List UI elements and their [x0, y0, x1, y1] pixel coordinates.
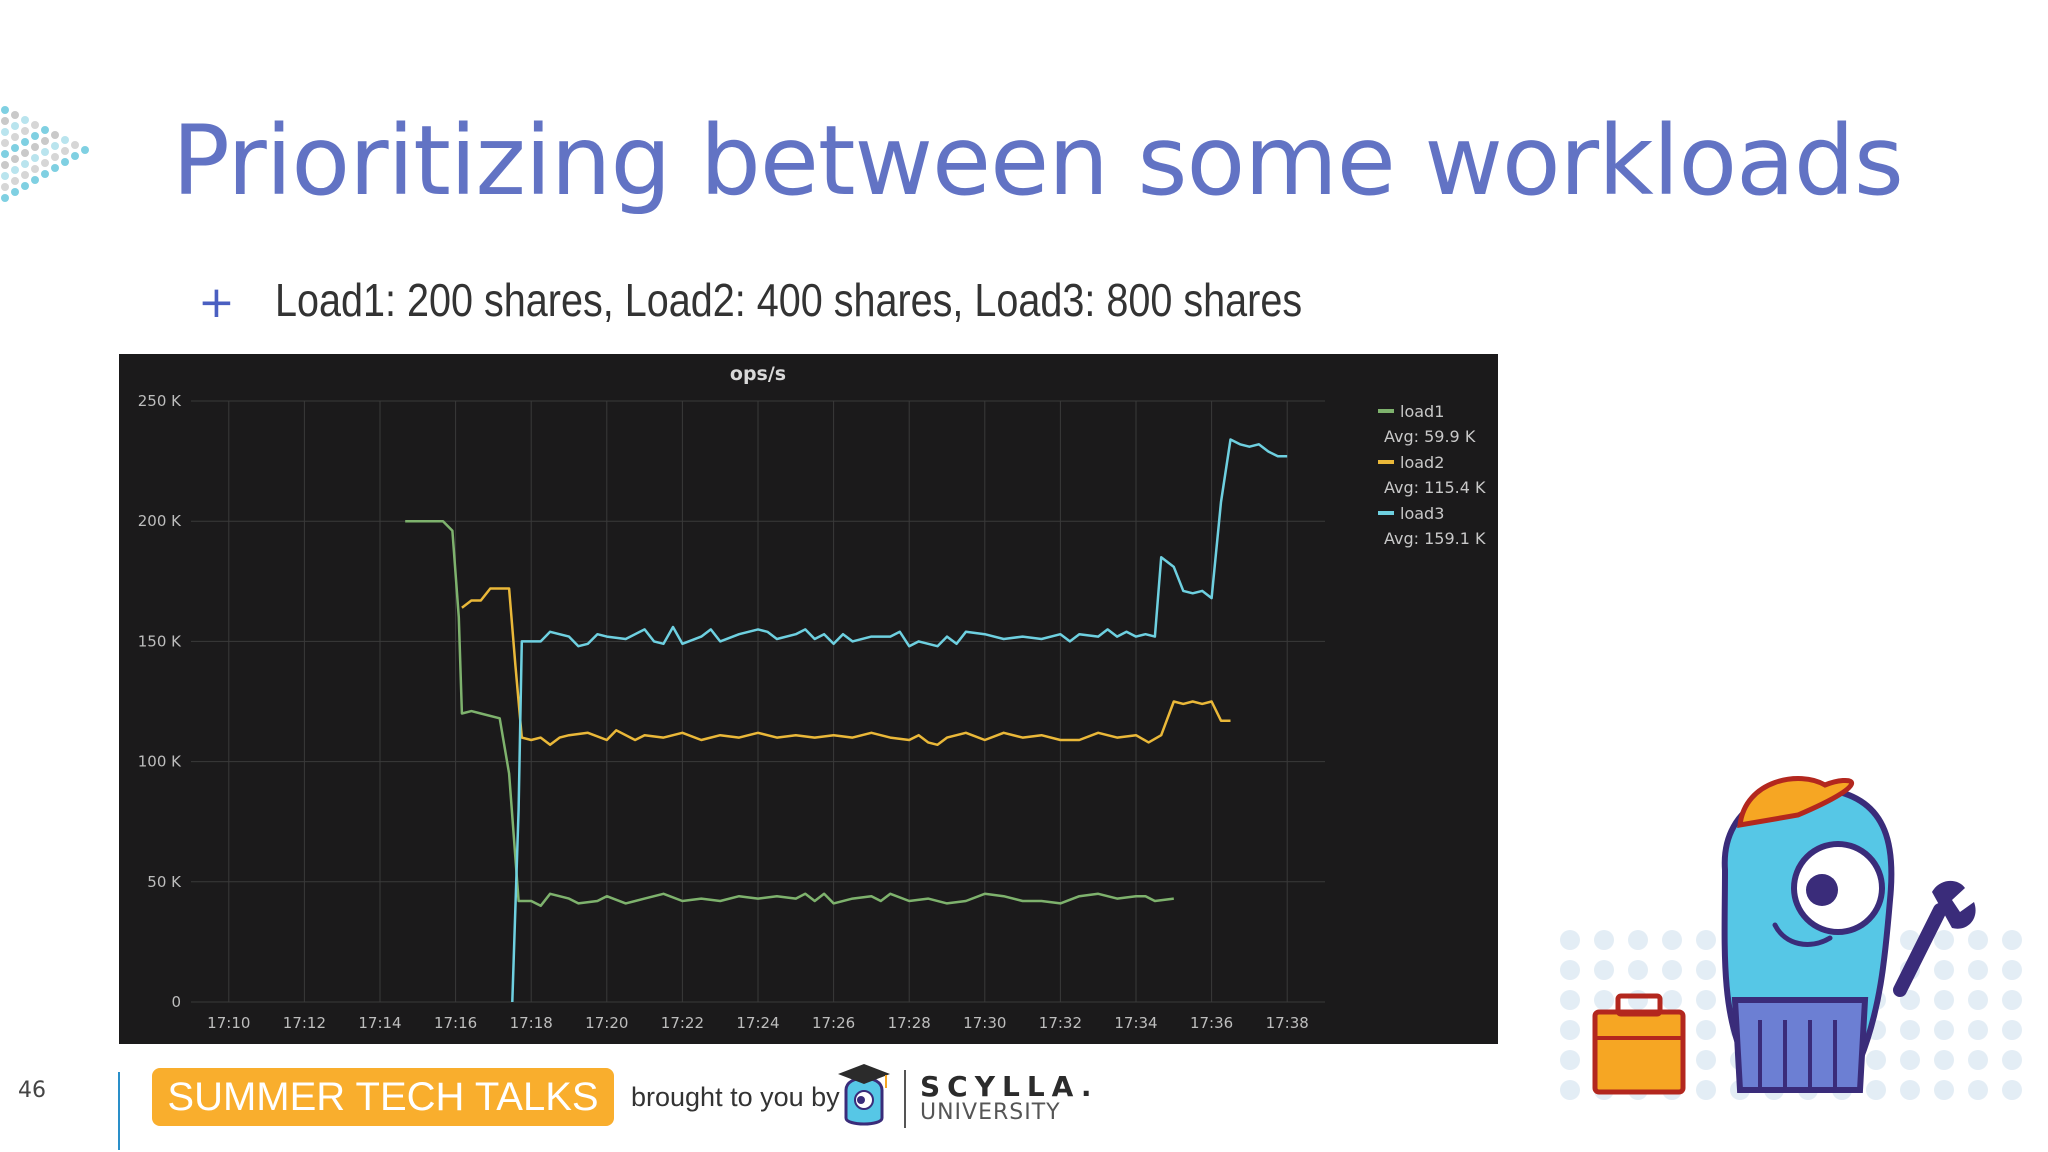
page-number: 46 — [18, 1078, 46, 1103]
x-tick-label: 17:28 — [888, 1014, 931, 1032]
legend-avg-load2: Avg: 115.4 K — [1384, 478, 1486, 497]
legend-label-load1: load1 — [1400, 401, 1445, 421]
bullet-text: Load1: 200 shares, Load2: 400 shares, Lo… — [275, 274, 1303, 326]
wrench-icon — [1893, 880, 1976, 997]
chart-title: ops/s — [730, 363, 786, 385]
series-line-load3 — [511, 438, 1288, 1003]
x-tick-label: 17:36 — [1190, 1014, 1233, 1032]
x-tick-label: 17:34 — [1114, 1014, 1157, 1032]
legend-item-load1[interactable]: load1 — [1378, 398, 1486, 424]
ops-chart: ops/s 0 50 K 100 K 150 K 200 K 250 K 17:10 17:12… — [138, 363, 1325, 1032]
scylla-brand: SCYLLA. — [920, 1070, 1099, 1103]
legend: load1 Avg: 59.9 K load2 Avg: 115.4 K loa… — [1378, 398, 1486, 551]
legend-swatch-load3 — [1378, 511, 1394, 515]
series-line-load2 — [461, 587, 1231, 747]
x-tick-label: 17:12 — [283, 1014, 326, 1032]
legend-swatch-load1 — [1378, 409, 1394, 413]
footer-divider — [118, 1072, 120, 1150]
toolbox-icon — [1592, 993, 1686, 1095]
y-tick-label: 100 K — [138, 753, 182, 771]
chart-panel: ops/s 0 50 K 100 K 150 K 200 K 250 K 17:10 17:12… — [119, 354, 1498, 1044]
legend-label-load2: load2 — [1400, 452, 1445, 472]
legend-item-load2[interactable]: load2 — [1378, 449, 1486, 475]
y-tick-label: 150 K — [138, 632, 182, 650]
legend-label-load3: load3 — [1400, 503, 1445, 523]
x-tick-label: 17:22 — [661, 1014, 704, 1032]
legend-avg-load3: Avg: 159.1 K — [1384, 529, 1486, 548]
x-tick-label: 17:18 — [510, 1014, 553, 1032]
x-tick-label: 17:14 — [358, 1014, 401, 1032]
university-label: UNIVERSITY — [920, 1100, 1061, 1125]
legend-avg-load1: Avg: 59.9 K — [1384, 427, 1476, 446]
logo-divider — [904, 1070, 906, 1128]
x-tick-label: 17:20 — [585, 1014, 628, 1032]
y-tick-label: 50 K — [147, 873, 182, 891]
x-tick-label: 17:32 — [1039, 1014, 1082, 1032]
x-tick-label: 17:16 — [434, 1014, 477, 1032]
x-tick-label: 17:26 — [812, 1014, 855, 1032]
y-tick-label: 0 — [171, 993, 181, 1011]
series-line-load1 — [405, 519, 1174, 908]
brought-by-text: brought to you by — [631, 1082, 840, 1112]
graduation-mascot-icon — [838, 1064, 890, 1126]
summer-tech-talks-badge: SUMMER TECH TALKS — [152, 1068, 614, 1126]
x-tick-label: 17:24 — [736, 1014, 779, 1032]
x-tick-label: 17:38 — [1266, 1014, 1309, 1032]
legend-swatch-load2 — [1378, 460, 1394, 464]
y-tick-label: 200 K — [138, 512, 182, 530]
bullet-marker: + — [198, 277, 235, 328]
y-tick-label: 250 K — [138, 392, 182, 410]
x-tick-label: 17:10 — [207, 1014, 250, 1032]
mascot-icon — [1560, 776, 2022, 1100]
dot-pattern-left — [1, 106, 89, 202]
x-tick-label: 17:30 — [963, 1014, 1006, 1032]
slide-title: Prioritizing between some workloads — [172, 105, 1904, 217]
legend-item-load3[interactable]: load3 — [1378, 500, 1486, 526]
